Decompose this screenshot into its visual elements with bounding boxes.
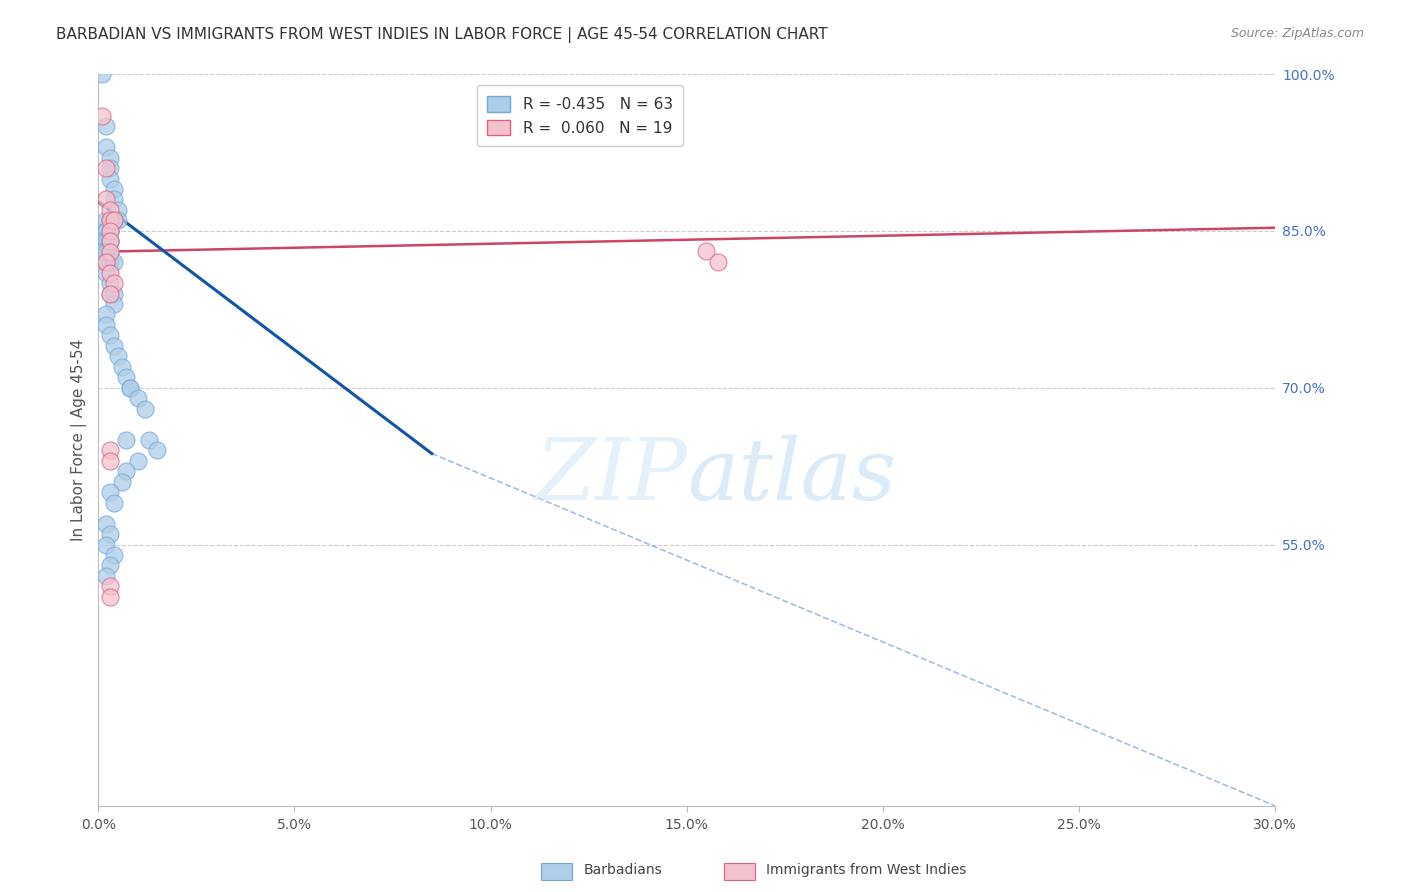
Legend: R = -0.435   N = 63, R =  0.060   N = 19: R = -0.435 N = 63, R = 0.060 N = 19	[477, 86, 683, 146]
Point	[98, 328, 121, 343]
Point	[103, 193, 125, 207]
Point	[127, 391, 149, 405]
Point	[127, 454, 149, 468]
Point	[114, 464, 136, 478]
Point	[98, 579, 121, 593]
Point	[134, 401, 156, 416]
Point	[91, 109, 114, 123]
Point	[96, 235, 118, 249]
Point	[107, 349, 129, 363]
Point	[98, 235, 121, 249]
Point	[96, 308, 118, 322]
Point	[96, 193, 118, 207]
Point	[103, 297, 125, 311]
Point	[91, 67, 114, 81]
Point	[96, 244, 118, 259]
Point	[96, 120, 118, 134]
Text: Immigrants from West Indies: Immigrants from West Indies	[766, 863, 967, 877]
Point	[96, 224, 118, 238]
Point	[96, 318, 118, 332]
Point	[96, 537, 118, 551]
Point	[96, 224, 118, 238]
Point	[96, 255, 118, 269]
Y-axis label: In Labor Force | Age 45-54: In Labor Force | Age 45-54	[72, 339, 87, 541]
Point	[96, 244, 118, 259]
Point	[138, 433, 160, 447]
Point	[98, 213, 121, 227]
Point	[98, 213, 121, 227]
Text: atlas: atlas	[686, 435, 896, 518]
Point	[98, 171, 121, 186]
Point	[103, 548, 125, 562]
Point	[103, 339, 125, 353]
Point	[98, 485, 121, 500]
Point	[96, 235, 118, 249]
Point	[96, 213, 118, 227]
Point	[98, 255, 121, 269]
Point	[98, 235, 121, 249]
Point	[98, 454, 121, 468]
Point	[91, 244, 114, 259]
Text: Source: ZipAtlas.com: Source: ZipAtlas.com	[1230, 27, 1364, 40]
Point	[103, 213, 125, 227]
Point	[103, 496, 125, 510]
Point	[707, 255, 730, 269]
Point	[98, 235, 121, 249]
Point	[111, 475, 134, 489]
Point	[103, 255, 125, 269]
Point	[103, 276, 125, 290]
Point	[103, 182, 125, 196]
Point	[98, 161, 121, 175]
Point	[96, 516, 118, 531]
Point	[118, 381, 141, 395]
Text: ZIP: ZIP	[534, 435, 686, 518]
Point	[91, 235, 114, 249]
Point	[107, 202, 129, 217]
Text: BARBADIAN VS IMMIGRANTS FROM WEST INDIES IN LABOR FORCE | AGE 45-54 CORRELATION : BARBADIAN VS IMMIGRANTS FROM WEST INDIES…	[56, 27, 828, 43]
Point	[111, 359, 134, 374]
Point	[98, 151, 121, 165]
Point	[114, 370, 136, 384]
Point	[96, 569, 118, 583]
Point	[98, 558, 121, 573]
Point	[98, 443, 121, 458]
Point	[107, 213, 129, 227]
Point	[103, 286, 125, 301]
Point	[146, 443, 169, 458]
Point	[98, 235, 121, 249]
Point	[98, 527, 121, 541]
Point	[96, 224, 118, 238]
Point	[98, 286, 121, 301]
Point	[103, 213, 125, 227]
Point	[98, 224, 121, 238]
Point	[695, 244, 717, 258]
Point	[96, 161, 118, 175]
Point	[98, 276, 121, 290]
Point	[98, 266, 121, 280]
Point	[96, 244, 118, 259]
Point	[98, 244, 121, 259]
Point	[98, 224, 121, 238]
Point	[96, 266, 118, 280]
Point	[98, 224, 121, 238]
Point	[96, 255, 118, 269]
Point	[98, 286, 121, 301]
Point	[98, 202, 121, 217]
Text: Barbadians: Barbadians	[583, 863, 662, 877]
Point	[114, 433, 136, 447]
Point	[98, 244, 121, 259]
Point	[118, 381, 141, 395]
Point	[96, 140, 118, 154]
Point	[98, 590, 121, 604]
Point	[98, 213, 121, 227]
